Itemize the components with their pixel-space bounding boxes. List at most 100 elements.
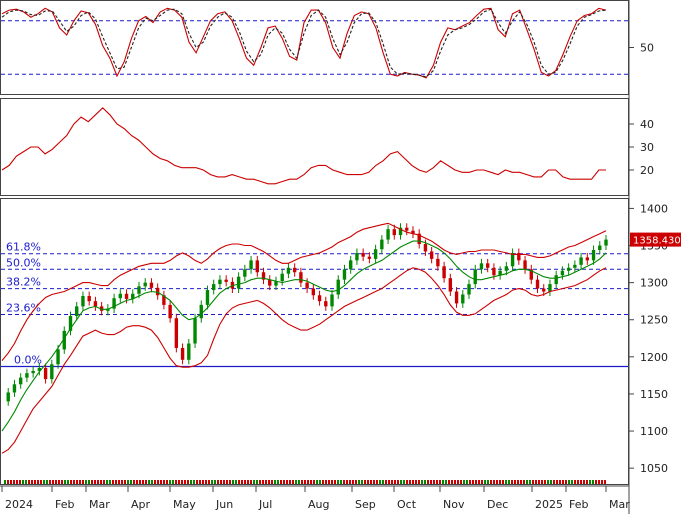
volume-bar — [364, 480, 366, 484]
price-tick-label: 1200 — [640, 351, 668, 364]
x-tick-label: Mar — [89, 498, 110, 511]
x-tick-label: Feb — [569, 498, 588, 511]
adx-tick-label: 20 — [640, 164, 654, 177]
volume-bar — [85, 480, 87, 484]
candle-body — [498, 270, 502, 276]
volume-bar — [247, 480, 249, 484]
volume-bar — [166, 480, 168, 484]
candle-body — [392, 229, 396, 236]
volume-bar — [76, 480, 78, 484]
candle-body — [81, 295, 85, 307]
candle-body — [386, 229, 390, 240]
adx-tick-label: 40 — [640, 118, 654, 131]
volume-bar — [322, 480, 324, 484]
volume-bar — [64, 480, 66, 484]
volume-bar — [538, 480, 540, 484]
volume-bar — [400, 480, 402, 484]
volume-bar — [592, 480, 594, 484]
candle-body — [479, 263, 484, 270]
candle-body — [43, 367, 48, 380]
candle-body — [504, 266, 509, 271]
adx-panel — [0, 98, 629, 196]
volume-bar — [163, 480, 165, 484]
volume-bar — [577, 480, 579, 484]
volume-bar — [409, 480, 411, 484]
candle-body — [274, 281, 278, 286]
candle-body — [423, 244, 428, 252]
volume-bar — [73, 480, 75, 484]
volume-bar — [103, 480, 105, 484]
volume-bar — [346, 480, 348, 484]
volume-bar — [415, 480, 417, 484]
stochastic-series-line-0 — [1, 7, 607, 79]
candle-body — [405, 227, 409, 231]
volume-bar — [499, 480, 501, 484]
candle-body — [311, 288, 316, 296]
volume-bar — [472, 480, 474, 484]
volume-bar — [280, 480, 282, 484]
volume-bar — [328, 480, 330, 484]
volume-bar — [433, 480, 435, 484]
candle-body — [249, 260, 253, 270]
volume-bar — [112, 480, 114, 484]
volume-bar — [169, 480, 171, 484]
candle-body — [604, 239, 608, 246]
candle-body — [535, 279, 540, 289]
volume-bar — [574, 480, 576, 484]
volume-bar — [148, 480, 150, 484]
volume-bar — [532, 480, 534, 484]
volume-bar — [199, 480, 201, 484]
candle-body — [280, 273, 284, 282]
volume-bar — [379, 480, 381, 484]
candle-body — [523, 260, 527, 270]
candle-body — [56, 349, 60, 365]
candle-body — [380, 239, 384, 250]
volume-bar — [97, 480, 99, 484]
volume-bar — [277, 480, 279, 484]
candle-body — [31, 370, 35, 374]
candle-body — [591, 249, 596, 261]
volume-bar — [40, 480, 42, 484]
volume-bar — [583, 480, 585, 484]
volume-bar — [91, 480, 93, 484]
candle-body — [554, 275, 558, 285]
volume-bar — [406, 480, 408, 484]
volume-bar — [451, 480, 453, 484]
volume-bar — [7, 480, 9, 484]
price-panel — [0, 198, 629, 485]
candle-body — [155, 287, 160, 296]
volume-bar — [397, 480, 399, 484]
volume-bar — [298, 480, 300, 484]
fib-label: 61.8% — [6, 241, 41, 254]
volume-bar — [55, 480, 57, 484]
candle-body — [286, 267, 291, 274]
volume-bar — [67, 480, 69, 484]
price-series-line-bollinger-lower — [1, 267, 607, 454]
stochastic-layer: 50 — [1, 7, 654, 79]
volume-bar — [343, 480, 345, 484]
volume-bar — [553, 480, 555, 484]
x-tick-label: 2025 — [535, 498, 563, 511]
candle-body — [367, 256, 372, 259]
volume-bar — [340, 480, 342, 484]
volume-bar — [133, 480, 135, 484]
volume-bar — [523, 480, 525, 484]
volume-bar — [181, 480, 183, 484]
volume-bar — [262, 480, 264, 484]
candle-body — [137, 286, 141, 294]
candle-body — [124, 293, 129, 299]
volume-bar — [361, 480, 363, 484]
candle-body — [492, 267, 496, 276]
volume-bar — [205, 480, 207, 484]
volume-bar — [274, 480, 276, 484]
volume-bar — [529, 480, 531, 484]
volume-bar — [565, 480, 567, 484]
volume-bar — [190, 480, 192, 484]
volume-bar — [505, 480, 507, 484]
volume-bar — [160, 480, 162, 484]
volume-bar — [430, 480, 432, 484]
price-tick-label: 1300 — [640, 277, 668, 290]
volume-bar — [601, 480, 603, 484]
candle-body — [398, 227, 403, 236]
volume-bar — [550, 480, 552, 484]
